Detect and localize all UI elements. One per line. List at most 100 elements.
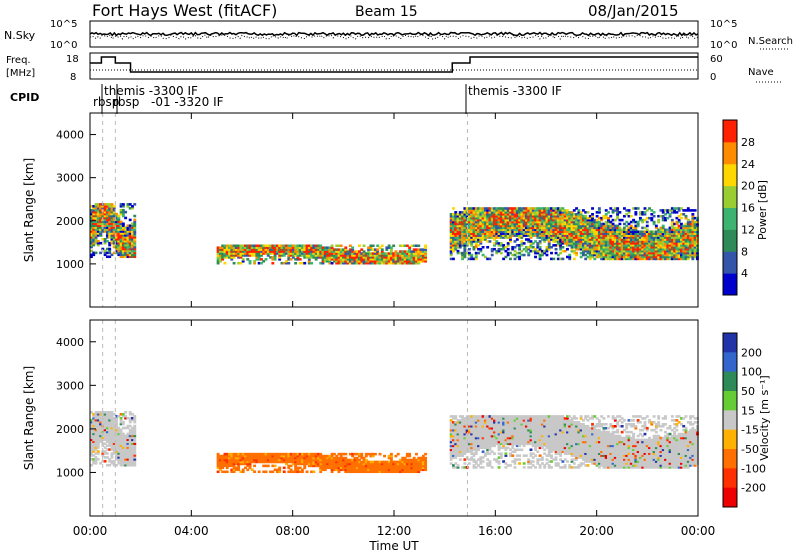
scatter-cell [335,252,339,255]
scatter-cell [307,452,311,456]
scatter-cell [650,255,654,259]
scatter-cell [515,213,519,216]
scatter-cell [394,468,398,472]
scatter-cell [412,258,416,261]
scatter-cell [360,456,364,460]
scatter-cell [355,452,359,456]
scatter-cell [298,470,302,474]
scatter-cell [117,442,121,445]
scatter-cell [92,430,96,434]
scatter-cell [408,470,412,474]
scatter-cell [454,415,458,418]
scatter-cell [124,245,128,249]
scatter-cell [572,242,576,245]
scatter-cell [670,228,674,232]
scatter-cell [371,462,375,466]
scatter-cell [607,255,610,259]
scatter-cell [358,462,361,466]
scatter-cell [399,470,402,474]
scatter-cell [303,254,307,257]
scatter-cell [502,222,506,226]
scatter-cell [691,255,695,259]
scatter-cell [364,454,368,458]
colorbar-segment [723,177,737,181]
scatter-cell [223,458,227,462]
scatter-cell [566,222,569,226]
scatter-cell [296,258,300,261]
scatter-cell [502,228,506,232]
scatter-cell [108,214,112,218]
scatter-cell [99,241,102,245]
colorbar-segment [723,264,737,269]
scatter-cell [319,256,323,259]
scatter-cell [128,424,132,428]
scatter-cell [463,222,467,226]
scatter-cell [237,246,241,249]
scatter-cell [538,218,542,222]
scatter-cell [248,466,252,470]
scatter-cell [543,230,547,234]
scatter-cell [255,248,259,251]
scatter-cell [618,232,622,235]
scatter-cell [593,222,597,226]
scatter-cell [328,462,332,466]
scatter-cell [613,232,617,235]
scatter-cell [456,424,460,428]
scatter-cell [328,246,332,249]
scatter-cell [115,228,118,231]
scatter-cell [474,426,478,430]
scatter-cell [527,207,531,210]
scatter-cell [225,244,229,248]
scatter-cell [467,430,471,434]
scatter-cell [584,247,588,251]
scatter-cell [401,250,405,253]
scatter-cell [314,456,318,460]
scatter-cell [497,228,501,232]
scatter-cell [613,236,617,239]
scatter-cell [362,470,366,474]
scatter-cell [296,460,300,464]
scatter-cell [108,430,112,434]
scatter-cell [92,426,96,430]
scatter-cell [115,463,118,467]
scatter-cell [556,207,560,210]
scatter-cell [128,411,132,414]
scatter-cell [115,444,118,447]
scatter-cell [609,244,613,247]
scatter-cell [373,452,377,456]
scatter-cell [607,236,610,239]
scatter-cell [611,244,615,247]
scatter-cell [452,213,455,216]
scatter-cell [133,236,137,239]
scatter-cell [502,218,506,222]
scatter-cell [266,460,270,464]
scatter-cell [394,460,398,464]
scatter-cell [472,209,476,212]
scatter-cell [278,466,282,470]
colorbar-segment [723,248,737,252]
scatter-cell [597,207,601,210]
scatter-cell [474,424,478,428]
scatter-cell [119,208,123,212]
scatter-cell [513,209,517,212]
scatter-cell [394,462,398,466]
scatter-cell [230,468,234,472]
scatter-cell [474,238,478,241]
scatter-cell [666,240,670,243]
scatter-cell [627,230,631,234]
scatter-cell [369,254,373,257]
scatter-cell [559,220,563,224]
scatter-cell [675,244,679,247]
scatter-cell [105,436,109,440]
date-label: 08/Jan/2015 [588,2,679,20]
scatter-cell [470,436,474,440]
scatter-cell [636,253,640,257]
scatter-cell [373,260,377,263]
scatter-cell [92,218,96,222]
scatter-cell [378,254,382,257]
scatter-cell [367,261,371,265]
scatter-cell [119,222,123,226]
scatter-cell [241,252,245,255]
scatter-cell [115,414,118,418]
